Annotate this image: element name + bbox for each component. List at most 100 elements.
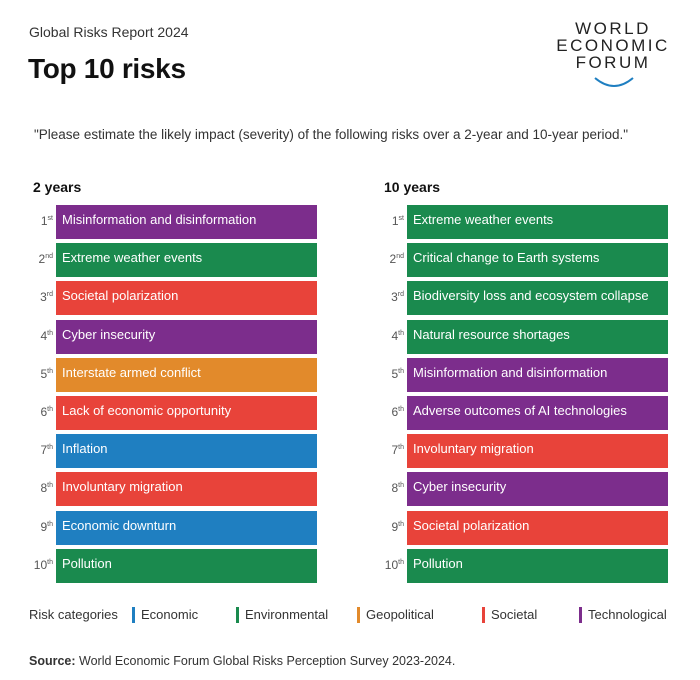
rank-suffix: th bbox=[398, 405, 404, 413]
risk-bar: Misinformation and disinformation bbox=[56, 205, 317, 239]
legend-swatch bbox=[357, 607, 360, 623]
rank-number: 4 bbox=[40, 328, 48, 343]
risk-bar: Pollution bbox=[56, 548, 317, 583]
rank-number: 3 bbox=[40, 290, 47, 305]
risk-label: Natural resource shortages bbox=[413, 326, 570, 342]
rank-number: 9 bbox=[40, 519, 48, 534]
risk-row: 9th Societal polarization bbox=[380, 510, 668, 545]
rank-suffix: th bbox=[398, 482, 404, 490]
source-text: World Economic Forum Global Risks Percep… bbox=[79, 654, 456, 668]
risk-bar: Pollution bbox=[407, 548, 668, 583]
risk-row: 2nd Extreme weather events bbox=[29, 243, 317, 278]
rank-suffix: nd bbox=[396, 253, 404, 261]
risk-label: Cyber insecurity bbox=[413, 479, 507, 495]
risk-label: Extreme weather events bbox=[413, 212, 554, 227]
risk-label: Involuntary migration bbox=[62, 479, 183, 495]
risk-row: 8th Cyber insecurity bbox=[380, 472, 668, 507]
risk-bar: Inflation bbox=[56, 434, 317, 469]
risk-row: 3rd Biodiversity loss and ecosystem colla… bbox=[380, 281, 668, 316]
rank-label: 5th bbox=[380, 367, 404, 381]
risk-label: Economic downturn bbox=[62, 517, 177, 533]
rank-number: 10 bbox=[384, 557, 399, 572]
rank-suffix: th bbox=[398, 558, 404, 566]
risk-label: Cyber insecurity bbox=[62, 326, 156, 342]
risk-row: 4th Natural resource shortages bbox=[380, 319, 668, 354]
risk-bar: Societal polarization bbox=[56, 281, 317, 316]
rank-suffix: rd bbox=[397, 291, 404, 299]
risk-row: 6th Lack of economic opportunity bbox=[29, 395, 317, 430]
rank-suffix: rd bbox=[46, 291, 53, 299]
column-heading: 10 years bbox=[384, 179, 441, 195]
rank-label: 6th bbox=[29, 405, 53, 419]
rank-label: 1st bbox=[29, 214, 53, 228]
legend-swatch bbox=[236, 607, 239, 623]
column-2-years: 2 years 1st Misinformation and disinforma… bbox=[29, 179, 317, 587]
risk-label: Pollution bbox=[62, 555, 112, 571]
rank-label: 8th bbox=[380, 481, 404, 495]
risk-label: Lack of economic opportunity bbox=[62, 402, 232, 418]
rank-number: 6 bbox=[391, 404, 399, 419]
risk-label: Critical change to Earth systems bbox=[413, 250, 600, 266]
rank-number: 2 bbox=[38, 252, 46, 267]
rank-number: 4 bbox=[391, 328, 399, 343]
legend-title: Risk categories bbox=[29, 607, 118, 622]
risk-row: 4th Cyber insecurity bbox=[29, 319, 317, 354]
risk-label: Adverse outcomes of AI technologies bbox=[413, 402, 627, 418]
rank-number: 2 bbox=[389, 252, 397, 267]
report-name: Global Risks Report 2024 bbox=[29, 24, 189, 40]
risk-row: 10th Pollution bbox=[380, 548, 668, 583]
risk-row: 2nd Critical change to Earth systems bbox=[380, 243, 668, 278]
rank-suffix: th bbox=[398, 444, 404, 452]
rank-label: 1st bbox=[380, 214, 404, 228]
rank-suffix: nd bbox=[45, 253, 53, 261]
rank-suffix: th bbox=[47, 482, 53, 490]
source-prefix: Source: bbox=[29, 654, 76, 668]
rank-suffix: th bbox=[398, 329, 404, 337]
rank-label: 4th bbox=[29, 329, 53, 343]
rank-label: 9th bbox=[380, 520, 404, 534]
risk-bar: Economic downturn bbox=[56, 510, 317, 545]
rank-number: 7 bbox=[391, 443, 399, 458]
rank-suffix: th bbox=[47, 367, 53, 375]
risk-label: Misinformation and disinformation bbox=[62, 212, 257, 227]
risk-bar: Cyber insecurity bbox=[56, 319, 317, 354]
survey-question: "Please estimate the likely impact (seve… bbox=[34, 127, 629, 142]
rank-number: 5 bbox=[391, 366, 399, 381]
column-heading: 2 years bbox=[33, 179, 82, 195]
rank-label: 7th bbox=[29, 443, 53, 457]
risk-bar: Critical change to Earth systems bbox=[407, 243, 668, 278]
risk-row: 5th Interstate armed conflict bbox=[29, 357, 317, 392]
rank-number: 3 bbox=[391, 290, 398, 305]
rank-number: 1 bbox=[391, 214, 399, 228]
risk-row: 1st Extreme weather events bbox=[380, 205, 668, 239]
risk-label: Societal polarization bbox=[62, 288, 179, 304]
legend-swatch bbox=[579, 607, 582, 623]
rank-suffix: th bbox=[47, 405, 53, 413]
risk-label: Extreme weather events bbox=[62, 250, 203, 266]
rank-suffix: th bbox=[398, 367, 404, 375]
rank-suffix: st bbox=[47, 215, 53, 222]
column-10-years: 10 years 1st Extreme weather events 2nd Cri… bbox=[380, 179, 668, 587]
rank-suffix: th bbox=[47, 558, 53, 566]
logo-line-2: ECONOMIC bbox=[556, 36, 670, 55]
rank-label: 9th bbox=[29, 520, 53, 534]
legend-swatch bbox=[132, 607, 135, 623]
rank-number: 7 bbox=[40, 443, 48, 458]
rank-label: 3rd bbox=[380, 290, 404, 304]
rank-label: 2nd bbox=[29, 252, 53, 266]
rank-label: 8th bbox=[29, 481, 53, 495]
risk-label: Biodiversity loss and ecosystem collapse bbox=[413, 288, 649, 304]
legend-label: Societal bbox=[491, 607, 538, 622]
risk-bar: Lack of economic opportunity bbox=[56, 395, 317, 430]
rank-number: 9 bbox=[391, 519, 399, 534]
rank-suffix: th bbox=[398, 520, 404, 528]
risk-label: Involuntary migration bbox=[413, 441, 534, 457]
risk-row: 7th Inflation bbox=[29, 434, 317, 469]
risk-bar: Biodiversity loss and ecosystem collapse bbox=[407, 281, 668, 316]
risk-label: Misinformation and disinformation bbox=[413, 364, 608, 380]
risk-bar: Involuntary migration bbox=[407, 434, 668, 469]
legend-swatch bbox=[482, 607, 485, 623]
rank-number: 1 bbox=[40, 214, 48, 228]
rank-suffix: th bbox=[47, 520, 53, 528]
risk-label: Societal polarization bbox=[413, 517, 530, 533]
